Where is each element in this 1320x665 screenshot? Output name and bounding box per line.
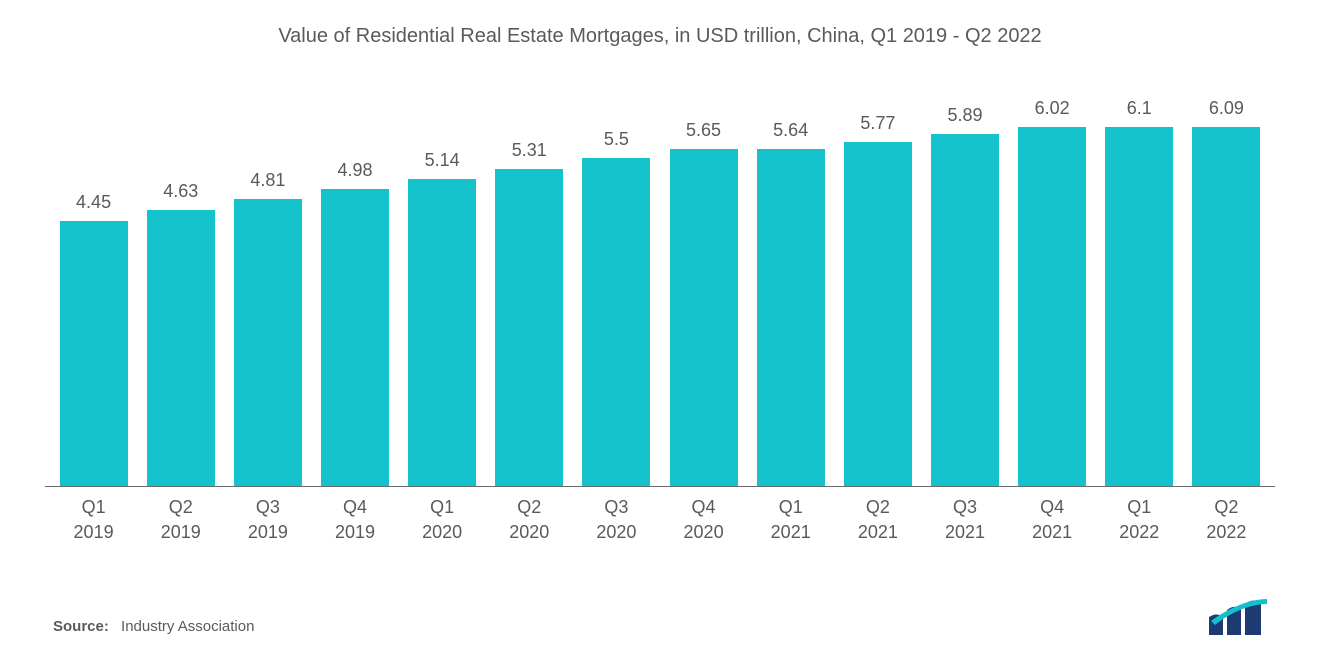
bar-value-label: 4.81 (250, 170, 285, 191)
bar-value-label: 4.63 (163, 181, 198, 202)
x-label-group: Q12021 (747, 495, 834, 544)
x-label-group: Q42021 (1009, 495, 1096, 544)
x-label-group: Q12019 (50, 495, 137, 544)
bar (1018, 127, 1086, 486)
x-label-quarter: Q2 (517, 495, 541, 519)
x-label-year: 2020 (684, 520, 724, 544)
source-label: Source: (53, 618, 109, 635)
bar-value-label: 5.14 (425, 150, 460, 171)
x-label-quarter: Q3 (256, 495, 280, 519)
x-label-year: 2019 (161, 520, 201, 544)
bar (147, 210, 215, 487)
x-label-quarter: Q4 (1040, 495, 1064, 519)
chart-title: Value of Residential Real Estate Mortgag… (45, 25, 1275, 48)
bar-group: 4.63 (137, 98, 224, 486)
x-axis-labels: Q12019Q22019Q32019Q42019Q12020Q22020Q320… (45, 495, 1275, 544)
brand-logo-icon (1209, 599, 1267, 635)
x-label-group: Q12020 (399, 495, 486, 544)
bar-group: 5.65 (660, 98, 747, 486)
bar-group: 4.45 (50, 98, 137, 486)
x-label-year: 2019 (74, 520, 114, 544)
bar (1105, 127, 1173, 486)
source-block: Source: Industry Association (53, 618, 254, 635)
x-label-quarter: Q3 (604, 495, 628, 519)
x-label-group: Q42020 (660, 495, 747, 544)
x-label-group: Q32021 (921, 495, 1008, 544)
bar (408, 179, 476, 486)
x-label-quarter: Q2 (866, 495, 890, 519)
x-label-quarter: Q1 (82, 495, 106, 519)
bar-group: 5.14 (399, 98, 486, 486)
bar (670, 149, 738, 487)
bar (1192, 127, 1260, 486)
x-label-group: Q22019 (137, 495, 224, 544)
x-label-year: 2022 (1206, 520, 1246, 544)
plot-area: 4.45 4.63 4.81 4.98 5.14 5.31 5.5 5.65 5.64 5.77 5… (45, 98, 1275, 487)
footer-row: Source: Industry Association (45, 599, 1275, 635)
x-label-year: 2022 (1119, 520, 1159, 544)
bar-group: 5.64 (747, 98, 834, 486)
bar-value-label: 6.09 (1209, 98, 1244, 119)
bar (321, 189, 389, 487)
bar-value-label: 5.64 (773, 120, 808, 141)
x-label-year: 2020 (509, 520, 549, 544)
brand-logo (1209, 599, 1267, 635)
bar-group: 5.5 (573, 98, 660, 486)
bar-group: 5.77 (834, 98, 921, 486)
x-label-year: 2021 (945, 520, 985, 544)
x-label-quarter: Q1 (1127, 495, 1151, 519)
bar-group: 6.1 (1096, 98, 1183, 486)
bar (234, 199, 302, 486)
x-label-group: Q22021 (834, 495, 921, 544)
x-label-quarter: Q1 (430, 495, 454, 519)
bar (60, 221, 128, 487)
x-label-group: Q42019 (311, 495, 398, 544)
bar (582, 158, 650, 487)
x-label-year: 2021 (858, 520, 898, 544)
x-label-quarter: Q2 (1214, 495, 1238, 519)
x-label-year: 2021 (1032, 520, 1072, 544)
x-label-group: Q32019 (224, 495, 311, 544)
x-label-year: 2019 (248, 520, 288, 544)
x-label-quarter: Q2 (169, 495, 193, 519)
x-label-quarter: Q1 (779, 495, 803, 519)
bar (757, 149, 825, 486)
chart-container: Value of Residential Real Estate Mortgag… (0, 0, 1320, 665)
bar (495, 169, 563, 486)
x-label-group: Q12022 (1096, 495, 1183, 544)
bar-value-label: 5.5 (604, 129, 629, 150)
x-label-year: 2021 (771, 520, 811, 544)
x-label-quarter: Q4 (692, 495, 716, 519)
bar-value-label: 5.31 (512, 140, 547, 161)
bar-value-label: 6.02 (1035, 98, 1070, 119)
x-label-group: Q32020 (573, 495, 660, 544)
bar (844, 142, 912, 487)
x-label-quarter: Q3 (953, 495, 977, 519)
bar-value-label: 4.45 (76, 192, 111, 213)
bar-group: 6.09 (1183, 98, 1270, 486)
x-label-year: 2020 (422, 520, 462, 544)
source-value: Industry Association (121, 618, 254, 635)
x-label-year: 2020 (596, 520, 636, 544)
bar-group: 5.31 (486, 98, 573, 486)
x-label-group: Q22022 (1183, 495, 1270, 544)
bar-group: 4.98 (311, 98, 398, 486)
bar-group: 4.81 (224, 98, 311, 486)
x-label-group: Q22020 (486, 495, 573, 544)
bar-group: 5.89 (921, 98, 1008, 486)
x-label-quarter: Q4 (343, 495, 367, 519)
bar-value-label: 5.65 (686, 120, 721, 141)
bar-value-label: 5.89 (947, 105, 982, 126)
x-label-year: 2019 (335, 520, 375, 544)
bar-group: 6.02 (1009, 98, 1096, 486)
bar (931, 134, 999, 486)
bar-value-label: 6.1 (1127, 98, 1152, 119)
bar-value-label: 5.77 (860, 113, 895, 134)
bar-value-label: 4.98 (337, 160, 372, 181)
